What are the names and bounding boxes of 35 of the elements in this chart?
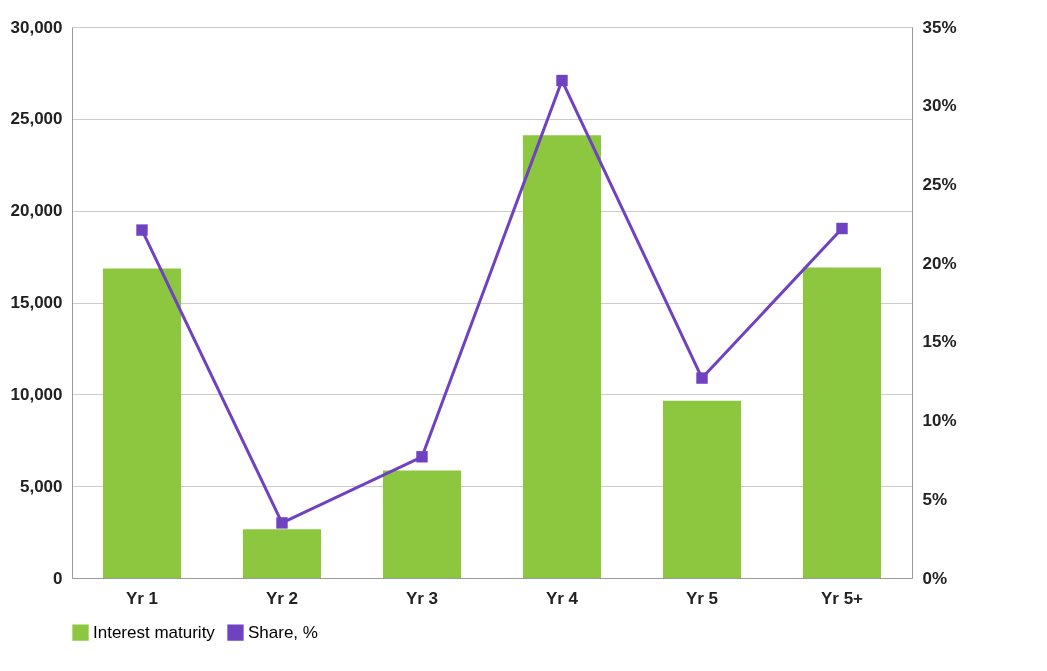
bar (802, 267, 882, 578)
y-tick-label: 5,000 (19, 476, 63, 496)
bar (662, 400, 742, 578)
point (696, 372, 708, 384)
y2-tick-label: 25% (922, 174, 957, 194)
bar (242, 529, 322, 578)
y-tick-label: 25,000 (10, 109, 63, 129)
bar (382, 470, 462, 578)
y2-tick-label: 15% (922, 332, 957, 352)
x-tick-label: Yr 3 (405, 588, 439, 608)
bar (102, 268, 182, 578)
y-tick-label: 20,000 (10, 201, 63, 221)
point (136, 224, 148, 236)
y2-tick-label: 30% (922, 96, 957, 116)
y-tick-label: 30,000 (10, 17, 63, 37)
bar (522, 135, 602, 578)
y-tick-label: 0 (53, 568, 63, 588)
x-tick-label: Yr 2 (265, 588, 299, 608)
y2-tick-label: 10% (922, 411, 957, 431)
legend-label: Interest maturity (93, 622, 216, 642)
x-tick-label: Yr 5+ (820, 588, 864, 608)
y-tick-label: 15,000 (10, 293, 63, 312)
y2-tick-label: 20% (922, 253, 957, 273)
y2-tick-label: 35% (922, 17, 957, 37)
y-tick-label: 10,000 (10, 384, 63, 404)
point (836, 222, 848, 235)
x-tick-label: Yr 4 (545, 588, 579, 608)
point (276, 517, 288, 529)
point (416, 451, 428, 463)
point (556, 74, 568, 87)
x-tick-label: Yr 1 (125, 588, 159, 608)
legend-label: Share, % (248, 622, 318, 642)
y2-tick-label: 5% (922, 489, 948, 509)
y2-tick-label: 0% (922, 568, 948, 588)
x-tick-label: Yr 5 (685, 588, 719, 608)
